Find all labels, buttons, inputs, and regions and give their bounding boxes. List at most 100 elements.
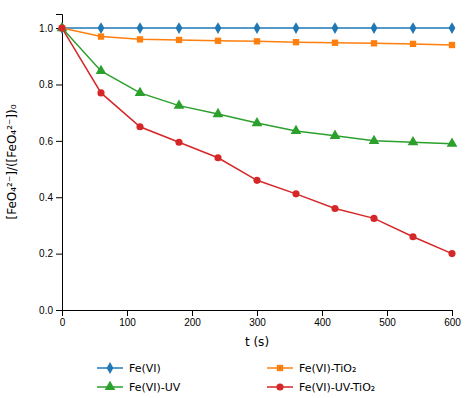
series-line: [62, 28, 452, 144]
x-axis: 0 100 200 300 400 500 600: [60, 310, 462, 328]
series-marker: [176, 37, 182, 43]
series-marker: [449, 42, 455, 48]
series-marker: [293, 22, 300, 34]
series: [59, 25, 455, 48]
series-marker: [332, 22, 339, 34]
x-tick-label: 500: [379, 317, 396, 328]
series: [59, 22, 456, 34]
x-axis-line: [63, 311, 453, 317]
y-tick: 0.2: [39, 248, 62, 259]
series-marker: [254, 38, 260, 44]
legend-label: Fe(VI)-UV-TiO₂: [299, 381, 375, 394]
y-tick: 0.8: [39, 79, 62, 90]
y-tick-label: 1.0: [39, 23, 53, 34]
y-tick-mark: [56, 141, 62, 142]
series-marker: [447, 137, 458, 146]
y-axis: 0.0 0.2 0.4 0.6 0.8 1.0: [39, 15, 62, 316]
x-tick: 500: [379, 310, 396, 328]
series-marker: [449, 22, 456, 34]
y-tick-mark: [56, 310, 62, 311]
series-marker: [253, 177, 260, 184]
x-tick-label: 400: [314, 317, 331, 328]
x-tick: 200: [184, 310, 201, 328]
series-marker: [292, 190, 299, 197]
series-marker: [176, 22, 183, 34]
series-marker: [410, 22, 417, 34]
series-marker: [448, 250, 455, 257]
series-marker: [58, 25, 65, 32]
series-marker: [369, 135, 380, 144]
x-tick-mark: [452, 310, 453, 316]
series-marker: [293, 39, 299, 45]
series-group: [57, 22, 458, 257]
series-marker: [97, 89, 104, 96]
legend-item: Fe(VI)-UV-TiO₂: [267, 381, 375, 394]
y-axis-line: [56, 15, 63, 311]
series-marker: [410, 41, 416, 47]
x-tick-mark: [127, 310, 128, 316]
series-marker: [409, 233, 416, 240]
x-tick-mark: [257, 310, 258, 316]
y-axis-title: [FeO₄²⁻]/([FeO₄²⁻])₀: [5, 104, 19, 219]
series-marker: [370, 215, 377, 222]
series-marker: [137, 22, 144, 34]
series-marker: [136, 123, 143, 130]
y-tick-label: 0.6: [39, 136, 53, 147]
series-marker: [332, 40, 338, 46]
series-marker: [215, 22, 222, 34]
series-marker: [371, 22, 378, 34]
y-tick-label: 0.4: [39, 192, 53, 203]
x-tick: 0: [60, 310, 66, 328]
legend-symbol: [276, 383, 283, 390]
y-tick: 0.0: [39, 305, 62, 316]
x-tick-mark: [387, 310, 388, 316]
x-axis-title: t (s): [245, 335, 269, 349]
legend-symbol: [105, 381, 116, 390]
x-tick-label: 600: [444, 317, 461, 328]
series-line: [62, 28, 452, 45]
y-tick-label: 0.0: [39, 305, 53, 316]
legend-item: Fe(VI): [97, 362, 161, 375]
series-marker: [135, 87, 146, 96]
series-marker: [408, 136, 419, 145]
legend: Fe(VI) Fe(VI)-TiO₂ Fe(VI)-UV Fe(VI)-UV-TiO₂: [97, 362, 375, 394]
legend-label: Fe(VI): [129, 362, 161, 375]
x-tick-label: 200: [184, 317, 201, 328]
series-marker: [59, 25, 65, 31]
x-tick-label: 300: [249, 317, 266, 328]
series-marker: [215, 38, 221, 44]
series-marker: [252, 117, 263, 126]
series-marker: [96, 65, 107, 74]
y-tick-label: 0.8: [39, 79, 53, 90]
legend-label: Fe(VI)-TiO₂: [299, 362, 356, 375]
y-tick: 0.6: [39, 136, 62, 147]
x-tick: 600: [444, 310, 461, 328]
plot: 0 100 200 300 400 500 600 0.0 0.2 0.4 0.6 0.8 1.0 t (…: [5, 15, 461, 394]
legend-symbol: [107, 362, 114, 374]
y-tick: 0.4: [39, 192, 62, 203]
x-tick: 100: [119, 310, 136, 328]
series-line: [62, 28, 452, 254]
series-marker: [175, 139, 182, 146]
series-marker: [254, 22, 261, 34]
series-marker: [174, 99, 185, 108]
series-marker: [291, 125, 302, 134]
series: [57, 22, 458, 147]
x-tick-mark: [322, 310, 323, 316]
x-tick-label: 100: [119, 317, 136, 328]
series-marker: [331, 205, 338, 212]
series-marker: [214, 154, 221, 161]
series-marker: [330, 130, 341, 139]
series: [58, 25, 455, 258]
y-tick-mark: [56, 84, 62, 85]
series-marker: [213, 108, 224, 117]
x-tick-label: 0: [60, 317, 66, 328]
legend-symbol: [277, 365, 283, 371]
series-marker: [371, 40, 377, 46]
x-tick-mark: [192, 310, 193, 316]
x-tick: 400: [314, 310, 331, 328]
y-tick-label: 0.2: [39, 248, 53, 259]
legend-item: Fe(VI)-UV: [97, 381, 181, 394]
series-marker: [98, 22, 105, 34]
x-tick: 300: [249, 310, 266, 328]
